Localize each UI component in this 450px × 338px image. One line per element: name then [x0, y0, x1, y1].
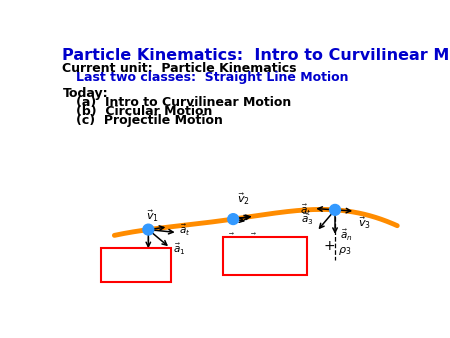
- Text: (a)  Intro to Curvilinear Motion: (a) Intro to Curvilinear Motion: [76, 96, 292, 109]
- Circle shape: [329, 204, 341, 215]
- Bar: [223, 237, 306, 275]
- Text: $\vec{a}_t = \vec{a}_2$: $\vec{a}_t = \vec{a}_2$: [227, 232, 261, 247]
- Text: (b)  Circular Motion: (b) Circular Motion: [76, 105, 213, 118]
- Text: $\rho$ = Radius of: $\rho$ = Radius of: [102, 256, 171, 270]
- Circle shape: [228, 214, 238, 224]
- Text: +: +: [323, 239, 335, 253]
- Text: +: +: [152, 271, 163, 285]
- Text: $\rho_3$: $\rho_3$: [338, 245, 351, 257]
- Text: Curvature: Curvature: [112, 267, 160, 277]
- Text: Last two classes:  Straight Line Motion: Last two classes: Straight Line Motion: [76, 71, 349, 84]
- Text: $\vec{a}_t$: $\vec{a}_t$: [300, 202, 312, 218]
- Text: $\rho_1$: $\rho_1$: [150, 269, 163, 281]
- Text: inflection point: inflection point: [225, 254, 304, 264]
- Text: Particle Kinematics:  Intro to Curvilinear Motion: Particle Kinematics: Intro to Curvilinea…: [63, 48, 450, 63]
- Text: $\vec{a}_n = 0$  at an: $\vec{a}_n = 0$ at an: [232, 242, 297, 257]
- Bar: [101, 248, 171, 282]
- Text: (c)  Projectile Motion: (c) Projectile Motion: [76, 115, 223, 127]
- Text: $\vec{a}_1$: $\vec{a}_1$: [173, 242, 186, 257]
- Circle shape: [143, 224, 154, 235]
- Text: $\vec{v}_2$: $\vec{v}_2$: [237, 191, 250, 207]
- Text: $\vec{a}_3$: $\vec{a}_3$: [301, 212, 314, 227]
- Text: Today:: Today:: [63, 87, 108, 100]
- Text: $\vec{a}_n$: $\vec{a}_n$: [340, 227, 352, 243]
- Text: $\vec{a}_n$: $\vec{a}_n$: [134, 259, 147, 274]
- Text: $\vec{a}_t$: $\vec{a}_t$: [179, 223, 191, 238]
- Text: $\vec{v}_1$: $\vec{v}_1$: [146, 208, 159, 224]
- Text: Current unit:  Particle Kinematics: Current unit: Particle Kinematics: [63, 62, 297, 75]
- Text: $\rho = \infty$: $\rho = \infty$: [250, 265, 279, 276]
- Text: $\vec{v}_3$: $\vec{v}_3$: [358, 216, 371, 231]
